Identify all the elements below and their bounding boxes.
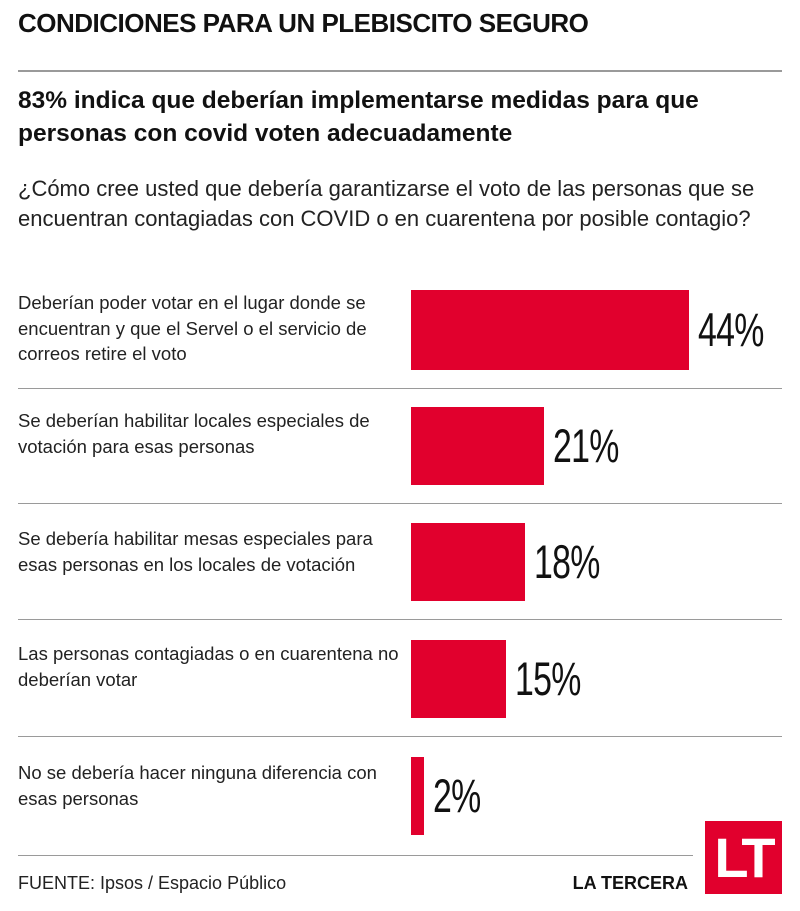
title-divider — [18, 70, 782, 72]
brand-name: LA TERCERA — [572, 873, 688, 893]
value-label: 18% — [534, 535, 600, 588]
row-divider — [18, 388, 782, 389]
category-label: Las personas contagiadas o en cuarentena… — [18, 643, 399, 690]
survey-question: ¿Cómo cree usted que debería garantizars… — [18, 176, 755, 231]
bar — [411, 523, 525, 601]
value-label: 44% — [698, 303, 764, 356]
brand-logo: LT — [705, 821, 782, 894]
value-label: 2% — [433, 769, 481, 822]
chart-title: CONDICIONES PARA UN PLEBISCITO SEGURO — [18, 8, 589, 38]
row-divider — [18, 736, 782, 737]
value-label: 15% — [515, 652, 581, 705]
value-label: 21% — [553, 419, 619, 472]
bar — [411, 757, 424, 835]
row-divider — [18, 619, 782, 620]
chart-subtitle: 83% indica que deberían implementarse me… — [18, 87, 699, 147]
category-label: No se debería hacer ninguna diferencia c… — [18, 762, 377, 809]
category-label: Deberían poder votar en el lugar donde s… — [18, 292, 367, 364]
bar — [411, 640, 506, 718]
row-divider — [18, 503, 782, 504]
footer-divider — [18, 855, 693, 856]
category-label: Se debería habilitar mesas especiales pa… — [18, 528, 373, 575]
bar — [411, 290, 689, 370]
source-note: FUENTE: Ipsos / Espacio Público — [18, 873, 287, 893]
category-label: Se deberían habilitar locales especiales… — [18, 410, 370, 457]
bar — [411, 407, 544, 485]
brand-logo-text: LT — [714, 826, 775, 889]
